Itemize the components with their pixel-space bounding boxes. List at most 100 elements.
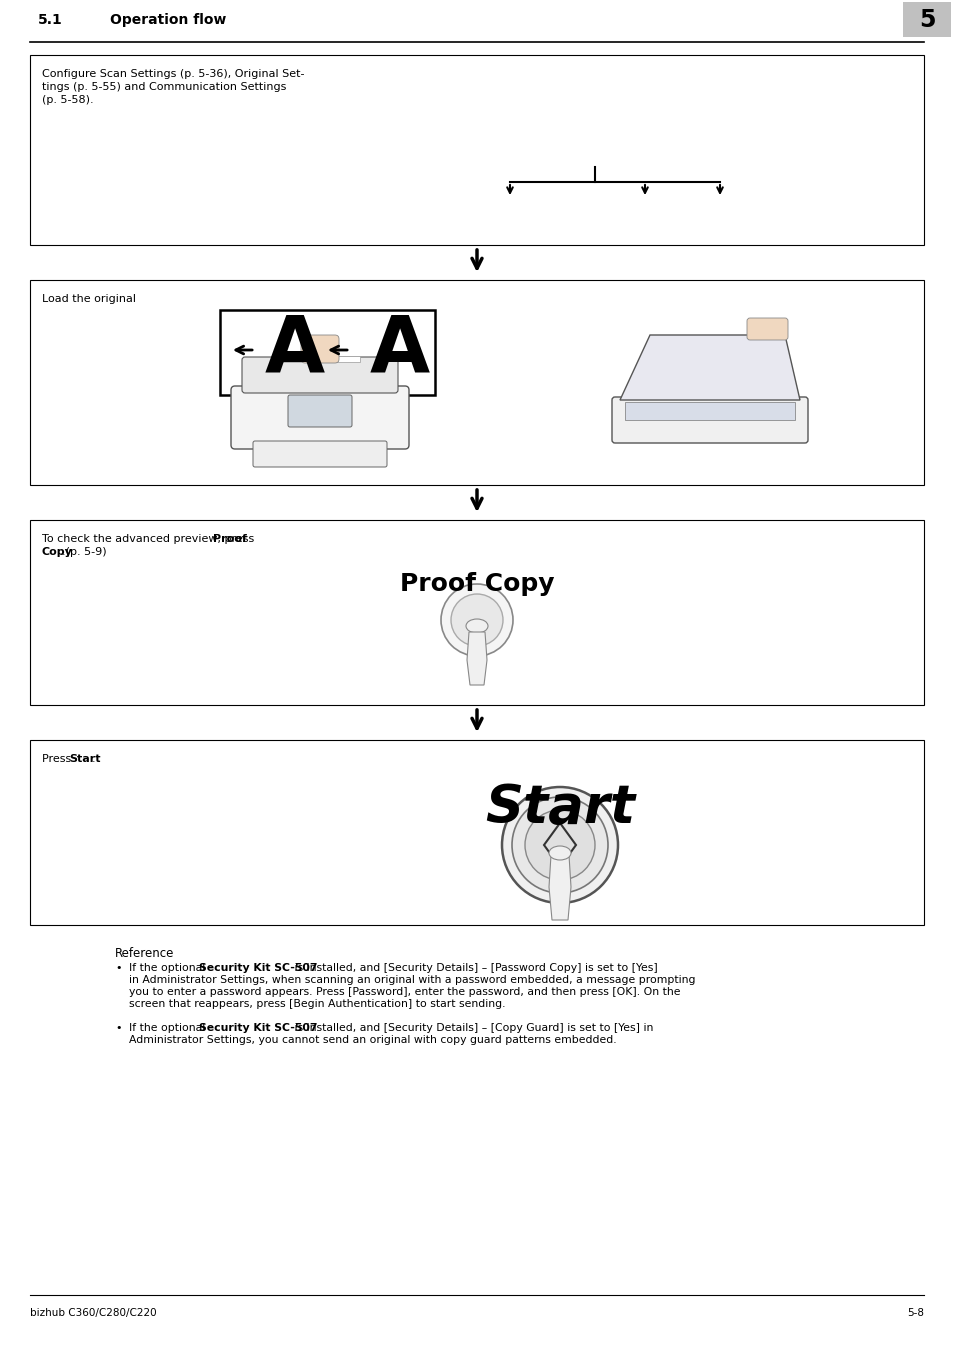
FancyBboxPatch shape xyxy=(497,178,530,192)
Text: screen that reappears, press [Begin Authentication] to start sending.: screen that reappears, press [Begin Auth… xyxy=(129,999,505,1008)
Polygon shape xyxy=(548,855,571,919)
FancyBboxPatch shape xyxy=(666,178,700,192)
FancyBboxPatch shape xyxy=(571,178,603,192)
Circle shape xyxy=(524,810,595,880)
Text: To check the advanced preview, press: To check the advanced preview, press xyxy=(42,535,257,544)
FancyBboxPatch shape xyxy=(746,319,787,340)
Text: 5-8: 5-8 xyxy=(906,1308,923,1318)
Text: A: A xyxy=(265,312,325,387)
Text: Reference: Reference xyxy=(115,946,174,960)
Text: If the optional: If the optional xyxy=(129,1023,209,1033)
FancyBboxPatch shape xyxy=(493,144,538,155)
Ellipse shape xyxy=(465,620,488,633)
Polygon shape xyxy=(619,335,800,400)
FancyBboxPatch shape xyxy=(231,386,409,450)
FancyBboxPatch shape xyxy=(493,97,538,107)
FancyBboxPatch shape xyxy=(703,196,737,211)
FancyBboxPatch shape xyxy=(494,170,614,243)
Text: 5.1: 5.1 xyxy=(38,14,63,27)
FancyBboxPatch shape xyxy=(627,171,745,180)
FancyBboxPatch shape xyxy=(612,397,807,443)
Text: .: . xyxy=(91,755,95,764)
FancyBboxPatch shape xyxy=(629,215,662,228)
Text: If the optional: If the optional xyxy=(129,963,209,973)
Circle shape xyxy=(512,796,607,892)
FancyBboxPatch shape xyxy=(361,170,481,243)
Text: bizhub C360/C280/C220: bizhub C360/C280/C220 xyxy=(30,1308,156,1318)
Text: Configure Scan Settings (p. 5-36), Original Set-: Configure Scan Settings (p. 5-36), Origi… xyxy=(42,69,304,80)
FancyBboxPatch shape xyxy=(534,196,566,211)
Text: ...: ... xyxy=(592,72,597,77)
Text: (p. 5-58).: (p. 5-58). xyxy=(42,95,93,105)
FancyBboxPatch shape xyxy=(401,196,435,211)
FancyBboxPatch shape xyxy=(492,82,539,93)
FancyBboxPatch shape xyxy=(30,740,923,925)
FancyBboxPatch shape xyxy=(534,178,566,192)
FancyBboxPatch shape xyxy=(571,215,603,228)
Text: Operation flow: Operation flow xyxy=(110,14,226,27)
FancyBboxPatch shape xyxy=(288,396,352,427)
Text: •: • xyxy=(115,1023,121,1033)
FancyBboxPatch shape xyxy=(401,215,435,228)
Text: in Administrator Settings, when scanning an original with a password embedded, a: in Administrator Settings, when scanning… xyxy=(129,975,695,985)
FancyBboxPatch shape xyxy=(493,109,538,119)
FancyBboxPatch shape xyxy=(593,134,639,143)
Text: tings (p. 5-55) and Communication Settings: tings (p. 5-55) and Communication Settin… xyxy=(42,82,286,92)
FancyBboxPatch shape xyxy=(253,441,387,467)
Ellipse shape xyxy=(548,846,571,860)
FancyBboxPatch shape xyxy=(438,215,472,228)
FancyBboxPatch shape xyxy=(242,356,397,393)
Text: A: A xyxy=(370,312,430,387)
FancyBboxPatch shape xyxy=(542,134,588,143)
Text: 5: 5 xyxy=(918,8,934,32)
FancyBboxPatch shape xyxy=(30,520,923,705)
Text: Load the original: Load the original xyxy=(42,294,136,304)
Text: is installed, and [Security Details] – [Password Copy] is set to [Yes]: is installed, and [Security Details] – [… xyxy=(291,963,657,973)
FancyBboxPatch shape xyxy=(542,82,590,93)
FancyBboxPatch shape xyxy=(902,1,950,36)
FancyBboxPatch shape xyxy=(301,335,338,363)
FancyBboxPatch shape xyxy=(280,356,359,362)
FancyBboxPatch shape xyxy=(438,178,472,192)
Text: •: • xyxy=(115,963,121,973)
FancyBboxPatch shape xyxy=(644,82,692,93)
Text: Security Kit SC-507: Security Kit SC-507 xyxy=(198,963,317,973)
FancyBboxPatch shape xyxy=(401,178,435,192)
FancyBboxPatch shape xyxy=(593,144,639,155)
FancyBboxPatch shape xyxy=(703,178,737,192)
Circle shape xyxy=(451,594,502,647)
FancyBboxPatch shape xyxy=(594,82,641,93)
FancyBboxPatch shape xyxy=(571,196,603,211)
FancyBboxPatch shape xyxy=(703,215,737,228)
Text: you to enter a password appears. Press [Password], enter the password, and then : you to enter a password appears. Press [… xyxy=(129,987,679,998)
Text: is installed, and [Security Details] – [Copy Guard] is set to [Yes] in: is installed, and [Security Details] – [… xyxy=(291,1023,653,1033)
FancyBboxPatch shape xyxy=(642,144,688,155)
Text: Security Kit SC-507: Security Kit SC-507 xyxy=(198,1023,317,1033)
Text: Press: Press xyxy=(42,755,74,764)
FancyBboxPatch shape xyxy=(365,196,397,211)
FancyBboxPatch shape xyxy=(363,171,480,180)
FancyBboxPatch shape xyxy=(542,97,588,107)
FancyBboxPatch shape xyxy=(30,279,923,485)
FancyBboxPatch shape xyxy=(666,215,700,228)
FancyBboxPatch shape xyxy=(593,97,639,107)
Text: Proof Copy: Proof Copy xyxy=(399,572,554,595)
FancyBboxPatch shape xyxy=(666,196,700,211)
Text: Copy: Copy xyxy=(42,547,72,558)
FancyBboxPatch shape xyxy=(642,134,688,143)
Text: Administrator Settings, you cannot send an original with copy guard patterns emb: Administrator Settings, you cannot send … xyxy=(129,1035,616,1045)
FancyBboxPatch shape xyxy=(490,68,700,167)
Text: Proof: Proof xyxy=(213,535,247,544)
FancyBboxPatch shape xyxy=(642,109,688,119)
FancyBboxPatch shape xyxy=(642,97,688,107)
FancyBboxPatch shape xyxy=(542,122,588,131)
FancyBboxPatch shape xyxy=(629,178,662,192)
Circle shape xyxy=(440,585,513,656)
FancyBboxPatch shape xyxy=(593,109,639,119)
FancyBboxPatch shape xyxy=(365,178,397,192)
FancyBboxPatch shape xyxy=(497,196,530,211)
FancyBboxPatch shape xyxy=(220,310,435,396)
FancyBboxPatch shape xyxy=(542,144,588,155)
FancyBboxPatch shape xyxy=(491,68,699,81)
FancyBboxPatch shape xyxy=(438,196,472,211)
